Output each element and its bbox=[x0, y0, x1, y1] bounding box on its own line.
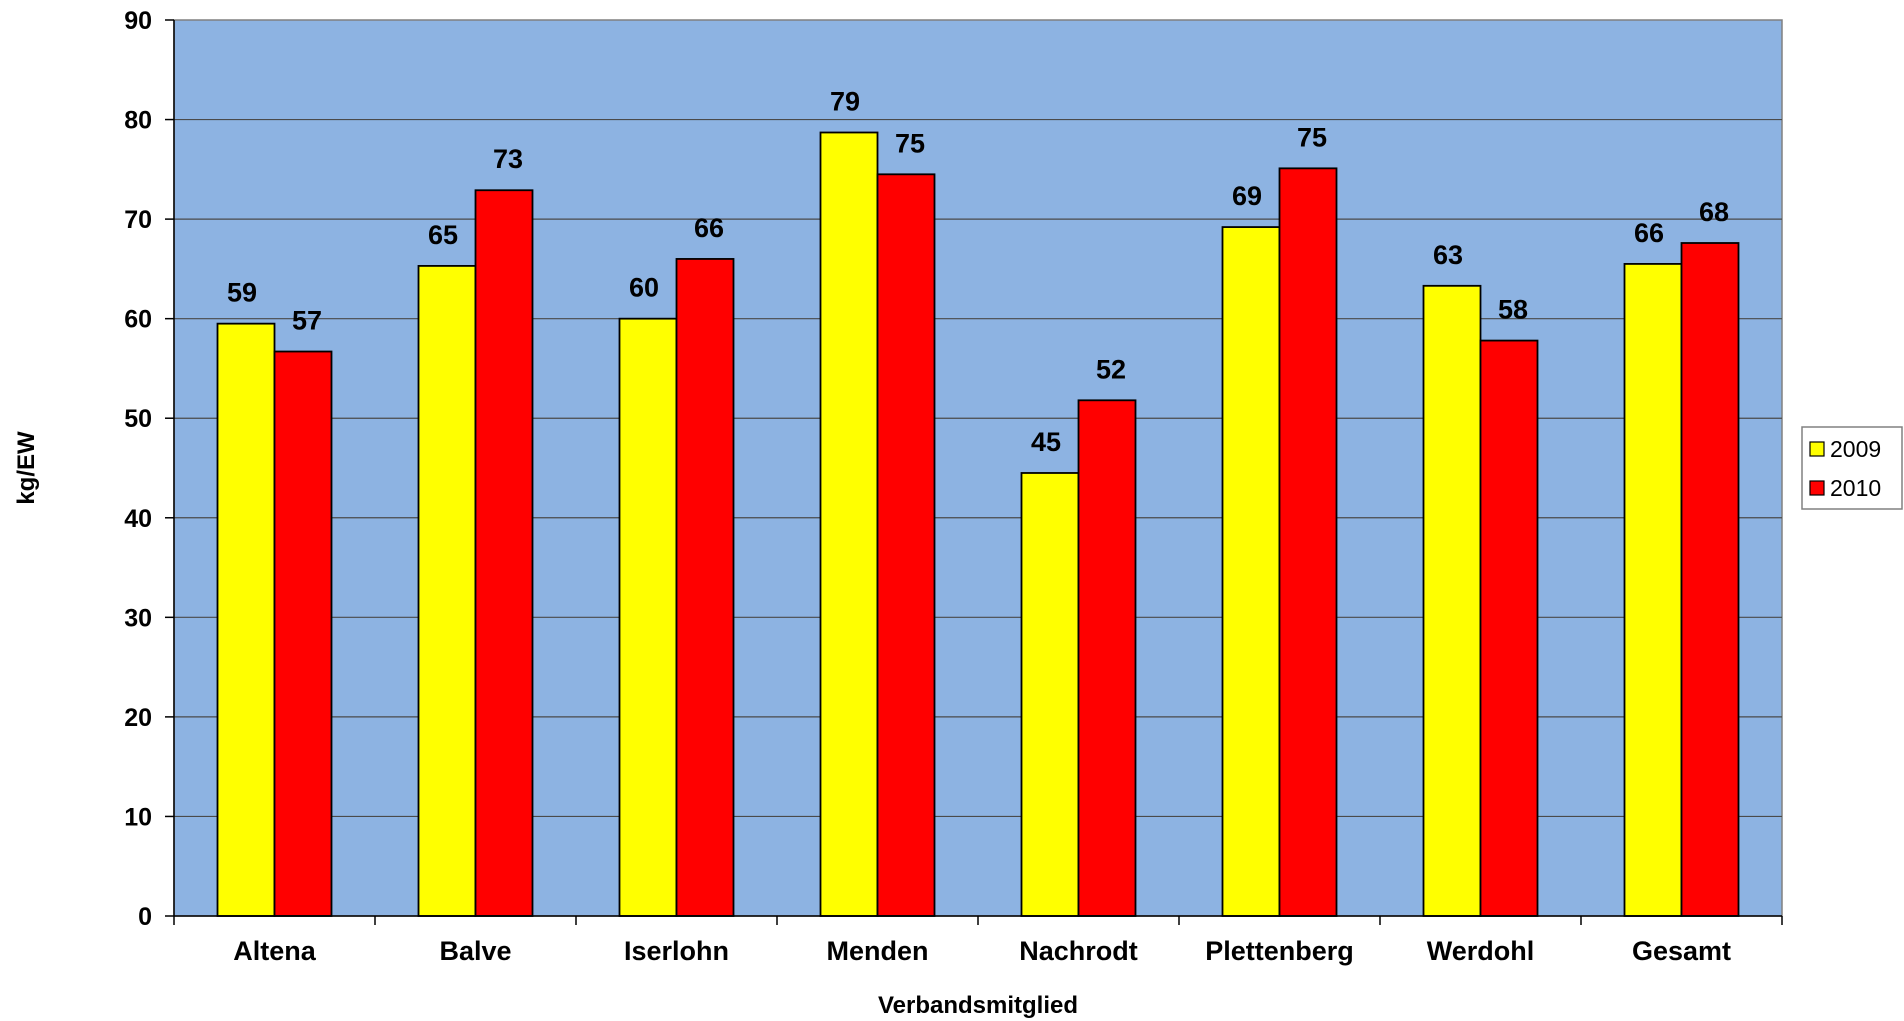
y-tick-label: 50 bbox=[124, 405, 152, 433]
bar-2009-plettenberg bbox=[1221, 226, 1281, 917]
bar-2009-balve bbox=[417, 265, 477, 917]
bar-2009-nachrodt bbox=[1020, 472, 1080, 917]
category-label-balve: Balve bbox=[439, 936, 511, 966]
legend-swatch-2010 bbox=[1809, 480, 1825, 496]
category-label-altena: Altena bbox=[233, 936, 317, 966]
category-label-nachrodt: Nachrodt bbox=[1019, 936, 1138, 966]
y-tick-labels: 0 10 20 30 40 50 60 70 80 90 bbox=[124, 7, 152, 931]
data-label-2009-plettenberg: 69 bbox=[1232, 181, 1262, 211]
data-label-2009-altena: 59 bbox=[227, 278, 257, 308]
bar-2010-balve bbox=[474, 189, 534, 917]
y-tick-label: 70 bbox=[124, 206, 152, 234]
data-label-2010-gesamt: 68 bbox=[1699, 197, 1729, 227]
category-label-gesamt: Gesamt bbox=[1632, 936, 1731, 966]
y-tick-label: 90 bbox=[124, 7, 152, 35]
y-tick-label: 60 bbox=[124, 306, 152, 334]
y-tick-label: 0 bbox=[138, 903, 152, 931]
data-labels: 59 57 65 73 60 66 79 75 45 52 69 75 63 58 66 68 bbox=[227, 86, 1729, 456]
y-tick-label: 40 bbox=[124, 505, 152, 533]
y-axis-title: kg/EW bbox=[13, 431, 40, 505]
y-tick-label: 80 bbox=[124, 107, 152, 135]
legend-swatch-2009 bbox=[1809, 441, 1825, 457]
data-label-2009-menden: 79 bbox=[830, 86, 860, 116]
bar-2010-plettenberg bbox=[1278, 167, 1338, 917]
data-label-2009-nachrodt: 45 bbox=[1031, 427, 1061, 457]
bar-2009-werdohl bbox=[1422, 284, 1482, 917]
y-tick-label: 20 bbox=[124, 704, 152, 732]
data-label-2010-balve: 73 bbox=[493, 144, 523, 174]
data-label-2010-menden: 75 bbox=[895, 128, 925, 158]
axes bbox=[165, 19, 1783, 925]
y-tick-label: 10 bbox=[124, 803, 152, 831]
x-category-labels: Altena Balve Iserlohn Menden Nachrodt Pletten… bbox=[233, 936, 1731, 966]
legend: 2009 2010 bbox=[1801, 426, 1903, 510]
bar-2010-werdohl bbox=[1479, 339, 1539, 917]
data-label-2010-nachrodt: 52 bbox=[1096, 354, 1126, 384]
category-label-werdohl: Werdohl bbox=[1427, 936, 1535, 966]
legend-label-2009: 2009 bbox=[1830, 436, 1881, 462]
data-label-2010-altena: 57 bbox=[292, 306, 322, 336]
bar-2010-altena bbox=[273, 350, 333, 917]
category-label-iserlohn: Iserlohn bbox=[624, 936, 729, 966]
bar-2010-iserlohn bbox=[675, 258, 735, 917]
data-label-2009-iserlohn: 60 bbox=[629, 273, 659, 303]
legend-label-2010: 2010 bbox=[1830, 475, 1881, 501]
plot-area bbox=[173, 19, 1783, 917]
bar-2009-iserlohn bbox=[618, 317, 678, 917]
data-label-2010-iserlohn: 66 bbox=[694, 213, 724, 243]
bars bbox=[216, 131, 1740, 917]
data-label-2009-gesamt: 66 bbox=[1634, 218, 1664, 248]
bar-2010-gesamt bbox=[1680, 242, 1740, 917]
y-tick-label: 30 bbox=[124, 604, 152, 632]
data-label-2009-werdohl: 63 bbox=[1433, 240, 1463, 270]
category-label-plettenberg: Plettenberg bbox=[1205, 936, 1354, 966]
bar-2009-gesamt bbox=[1623, 263, 1683, 917]
category-label-menden: Menden bbox=[826, 936, 928, 966]
bar-2009-menden bbox=[819, 131, 879, 917]
data-label-2010-plettenberg: 75 bbox=[1297, 122, 1327, 152]
data-label-2009-balve: 65 bbox=[428, 220, 458, 250]
bar-2009-altena bbox=[216, 322, 276, 917]
bar-2010-nachrodt bbox=[1077, 399, 1137, 917]
x-axis-title: Verbandsmitglied bbox=[878, 992, 1078, 1019]
bar-2010-menden bbox=[876, 173, 936, 917]
data-label-2010-werdohl: 58 bbox=[1498, 295, 1528, 325]
